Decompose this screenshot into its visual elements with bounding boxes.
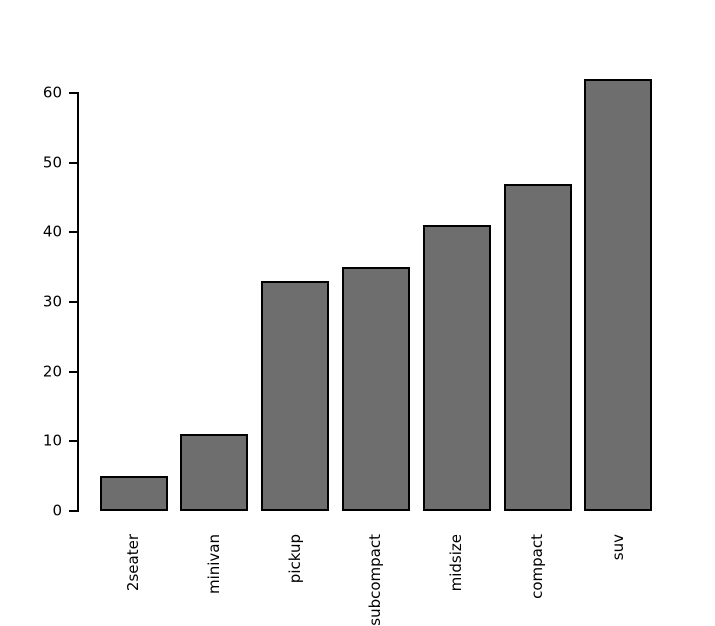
bar-minivan xyxy=(180,434,249,511)
y-tick-mark xyxy=(69,510,78,512)
y-tick-label: 40 xyxy=(42,222,62,241)
x-category-label: minivan xyxy=(204,534,223,595)
bar-suv xyxy=(584,79,653,511)
x-category-label: compact xyxy=(528,534,546,599)
y-tick-label: 20 xyxy=(42,362,62,381)
y-tick-label: 60 xyxy=(42,83,62,102)
y-tick-mark xyxy=(69,440,78,443)
x-category-label: pickup xyxy=(285,534,304,584)
y-tick-mark xyxy=(69,161,78,164)
y-tick-label: 50 xyxy=(42,153,62,172)
y-tick-mark xyxy=(69,92,78,94)
y-tick-label: 0 xyxy=(52,501,62,520)
y-axis-line xyxy=(77,92,79,512)
x-category-label: subcompact xyxy=(366,534,385,626)
bar-compact xyxy=(503,183,572,511)
y-tick-mark xyxy=(69,231,78,234)
bar-2seater xyxy=(99,476,168,511)
x-category-label: 2seater xyxy=(124,534,142,592)
y-tick-label: 30 xyxy=(42,292,62,311)
x-category-label: midsize xyxy=(447,534,466,592)
bar-subcompact xyxy=(341,267,410,511)
y-tick-mark xyxy=(69,370,78,373)
y-tick-mark xyxy=(69,301,78,303)
y-tick-label: 10 xyxy=(42,431,62,450)
bar-pickup xyxy=(261,281,330,511)
x-category-label: suv xyxy=(608,534,627,561)
bar-midsize xyxy=(422,225,491,511)
